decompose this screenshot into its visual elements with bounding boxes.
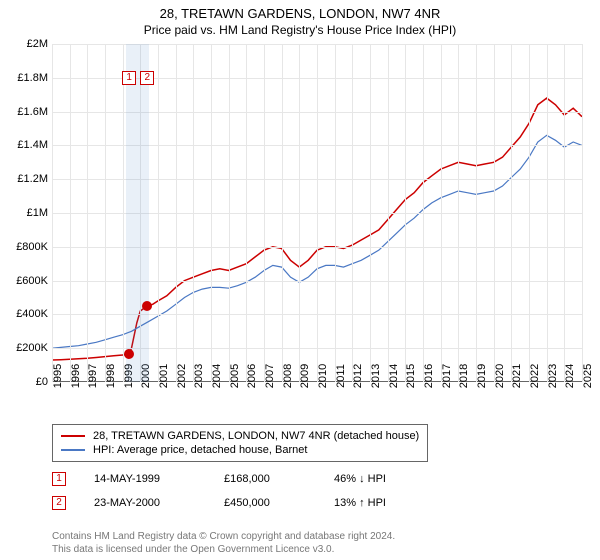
- x-tick-label: 2004: [211, 364, 223, 388]
- x-tick-label: 2022: [529, 364, 541, 388]
- sale-marker-label: 1: [122, 71, 136, 85]
- sale-delta: 46% ↓ HPI: [334, 473, 454, 485]
- sale-date: 23-MAY-2000: [94, 497, 224, 509]
- chart-title: 28, TRETAWN GARDENS, LONDON, NW7 4NR: [0, 0, 600, 21]
- grid-line: [370, 44, 371, 382]
- x-tick-label: 2015: [405, 364, 417, 388]
- y-tick-label: £1.2M: [4, 173, 48, 185]
- sale-date: 14-MAY-1999: [94, 473, 224, 485]
- footer-line: This data is licensed under the Open Gov…: [52, 543, 395, 556]
- grid-line: [317, 44, 318, 382]
- sale-marker-label: 2: [140, 71, 154, 85]
- footer-line: Contains HM Land Registry data © Crown c…: [52, 530, 395, 543]
- grid-line: [282, 44, 283, 382]
- x-tick-label: 1997: [87, 364, 99, 388]
- grid-line: [494, 44, 495, 382]
- chart-area: £0£200K£400K£600K£800K£1M£1.2M£1.4M£1.6M…: [52, 44, 582, 382]
- grid-line: [458, 44, 459, 382]
- y-tick-label: £1M: [4, 207, 48, 219]
- x-tick-label: 2020: [494, 364, 506, 388]
- x-tick-label: 2017: [441, 364, 453, 388]
- legend: 28, TRETAWN GARDENS, LONDON, NW7 4NR (de…: [52, 424, 428, 462]
- grid-line: [211, 44, 212, 382]
- legend-item: HPI: Average price, detached house, Barn…: [61, 443, 419, 457]
- legend-item: 28, TRETAWN GARDENS, LONDON, NW7 4NR (de…: [61, 429, 419, 443]
- x-tick-label: 2014: [388, 364, 400, 388]
- sale-price: £168,000: [224, 473, 334, 485]
- x-tick-label: 1995: [52, 364, 64, 388]
- y-tick-label: £600K: [4, 275, 48, 287]
- x-tick-label: 2018: [458, 364, 470, 388]
- x-tick-label: 2016: [423, 364, 435, 388]
- grid-line: [70, 44, 71, 382]
- y-tick-label: £400K: [4, 308, 48, 320]
- grid-line: [388, 44, 389, 382]
- x-tick-label: 2002: [176, 364, 188, 388]
- sale-row: 1 14-MAY-1999 £168,000 46% ↓ HPI: [52, 472, 454, 486]
- grid-line: [87, 44, 88, 382]
- x-tick-label: 2024: [564, 364, 576, 388]
- legend-label: HPI: Average price, detached house, Barn…: [93, 444, 307, 456]
- x-tick-label: 2021: [511, 364, 523, 388]
- grid-line: [264, 44, 265, 382]
- grid-line: [405, 44, 406, 382]
- y-tick-label: £1.4M: [4, 139, 48, 151]
- y-tick-label: £0: [4, 376, 48, 388]
- x-tick-label: 1998: [105, 364, 117, 388]
- x-tick-label: 2007: [264, 364, 276, 388]
- x-tick-label: 2023: [547, 364, 559, 388]
- x-tick-label: 2019: [476, 364, 488, 388]
- legend-swatch: [61, 435, 85, 437]
- y-tick-label: £1.8M: [4, 72, 48, 84]
- grid-line: [476, 44, 477, 382]
- grid-line: [52, 44, 53, 382]
- x-tick-label: 2005: [229, 364, 241, 388]
- x-tick-label: 1996: [70, 364, 82, 388]
- grid-line: [335, 44, 336, 382]
- y-tick-label: £2M: [4, 38, 48, 50]
- grid-line: [299, 44, 300, 382]
- sale-row: 2 23-MAY-2000 £450,000 13% ↑ HPI: [52, 496, 454, 510]
- x-tick-label: 2010: [317, 364, 329, 388]
- x-tick-label: 2011: [335, 364, 347, 388]
- x-tick-label: 2012: [352, 364, 364, 388]
- grid-line: [229, 44, 230, 382]
- grid-line: [176, 44, 177, 382]
- x-tick-label: 2008: [282, 364, 294, 388]
- legend-swatch: [61, 449, 85, 451]
- x-tick-label: 2003: [193, 364, 205, 388]
- y-tick-label: £200K: [4, 342, 48, 354]
- x-tick-label: 2001: [158, 364, 170, 388]
- grid-line: [123, 44, 124, 382]
- shade-band: [126, 44, 149, 382]
- grid-line: [352, 44, 353, 382]
- sale-price: £450,000: [224, 497, 334, 509]
- grid-line: [105, 44, 106, 382]
- x-tick-label: 2025: [582, 364, 594, 388]
- grid-line: [423, 44, 424, 382]
- x-tick-label: 2006: [246, 364, 258, 388]
- sale-index-box: 2: [52, 496, 66, 510]
- x-tick-label: 2013: [370, 364, 382, 388]
- legend-label: 28, TRETAWN GARDENS, LONDON, NW7 4NR (de…: [93, 430, 419, 442]
- grid-line: [529, 44, 530, 382]
- grid-line: [511, 44, 512, 382]
- x-tick-label: 2009: [299, 364, 311, 388]
- y-tick-label: £1.6M: [4, 106, 48, 118]
- sale-delta: 13% ↑ HPI: [334, 497, 454, 509]
- sale-marker-dot: [142, 301, 152, 311]
- sale-index-box: 1: [52, 472, 66, 486]
- grid-line: [564, 44, 565, 382]
- grid-line: [441, 44, 442, 382]
- footer-text: Contains HM Land Registry data © Crown c…: [52, 530, 395, 556]
- grid-line: [158, 44, 159, 382]
- grid-line: [246, 44, 247, 382]
- grid-line: [582, 44, 583, 382]
- grid-line: [193, 44, 194, 382]
- chart-subtitle: Price paid vs. HM Land Registry's House …: [0, 21, 600, 37]
- y-tick-label: £800K: [4, 241, 48, 253]
- sale-marker-dot: [124, 349, 134, 359]
- grid-line: [547, 44, 548, 382]
